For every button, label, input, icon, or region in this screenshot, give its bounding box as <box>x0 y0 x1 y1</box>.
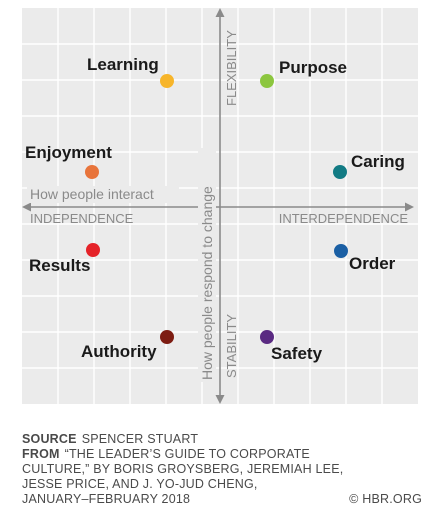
hbr-credit: © HBR.ORG <box>349 492 422 506</box>
purpose-dot <box>260 74 274 88</box>
horizontal-caption-backdrop <box>27 186 179 203</box>
learning-dot <box>160 74 174 88</box>
bottom-arrowhead <box>215 395 225 404</box>
top-arrowhead <box>215 8 225 17</box>
enjoyment-label: Enjoyment <box>25 143 112 162</box>
vertical-caption-backdrop <box>198 148 216 382</box>
authority-label: Authority <box>81 342 157 361</box>
interdependence-label: INTERDEPENDENCE <box>279 211 409 226</box>
stability-label: STABILITY <box>224 314 239 378</box>
left-arrowhead <box>22 202 31 212</box>
right-arrowhead <box>405 202 414 212</box>
from-line-3: JESSE PRICE, AND J. YO-JUD CHENG, <box>22 477 258 491</box>
learning-label: Learning <box>87 55 159 74</box>
from-line-2: CULTURE,” BY BORIS GROYSBERG, JEREMIAH L… <box>22 462 344 476</box>
order-label: Order <box>349 254 396 273</box>
purpose-label: Purpose <box>279 58 347 77</box>
from-line-1: “THE LEADER’S GUIDE TO CORPORATE <box>64 447 310 461</box>
from-line: FROM “THE LEADER’S GUIDE TO CORPORATE <box>22 447 422 462</box>
from-label: FROM <box>22 447 60 461</box>
source-line: SOURCE SPENCER STUART <box>22 432 422 447</box>
caring-label: Caring <box>351 152 405 171</box>
results-dot <box>86 243 100 257</box>
caring-dot <box>333 165 347 179</box>
culture-styles-diagram: How people interact INDEPENDENCE INTERDE… <box>22 8 418 404</box>
safety-label: Safety <box>271 344 323 363</box>
source-text: SPENCER STUART <box>81 432 199 446</box>
order-dot <box>334 244 348 258</box>
horizontal-axis-caption: How people interact <box>30 186 154 202</box>
enjoyment-dot <box>85 165 99 179</box>
footer: SOURCE SPENCER STUART FROM “THE LEADER’S G… <box>22 432 422 507</box>
results-label: Results <box>29 256 90 275</box>
independence-label: INDEPENDENCE <box>30 211 134 226</box>
authority-dot <box>160 330 174 344</box>
safety-dot <box>260 330 274 344</box>
flexibility-label: FLEXIBILITY <box>224 30 239 106</box>
source-label: SOURCE <box>22 432 77 446</box>
from-line-4: JANUARY–FEBRUARY 2018 <box>22 492 191 506</box>
vertical-axis-caption: How people respond to change <box>199 186 215 380</box>
